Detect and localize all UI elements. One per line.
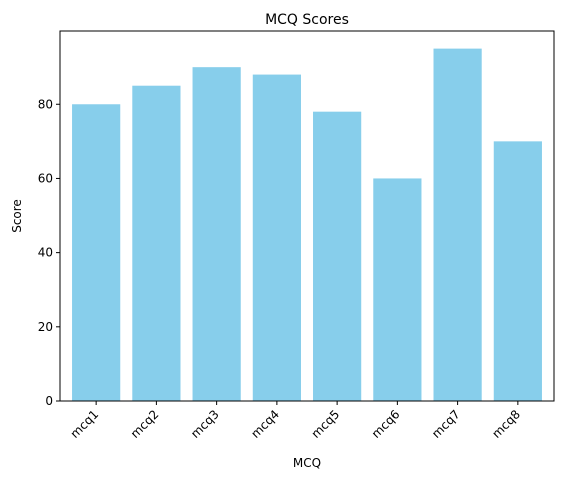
bar-mcq8 xyxy=(493,141,542,401)
y-tick-label: 60 xyxy=(38,171,53,185)
bar-mcq3 xyxy=(192,67,241,402)
bar-mcq1 xyxy=(72,104,121,401)
bar-mcq5 xyxy=(313,111,362,402)
axes-frame xyxy=(59,30,555,402)
x-tick-label-mcq1: mcq1 xyxy=(68,407,102,441)
x-tick-label-mcq2: mcq2 xyxy=(128,407,162,441)
bar-mcq6 xyxy=(373,178,422,401)
y-tick-label: 80 xyxy=(38,97,53,111)
bar-mcq7 xyxy=(433,48,482,402)
x-tick-label-mcq6: mcq6 xyxy=(369,407,403,441)
x-tick-label-mcq3: mcq3 xyxy=(188,407,222,441)
y-axis-ticks: 0 20 40 60 80 xyxy=(38,97,60,408)
y-axis-label: Score xyxy=(10,199,24,233)
x-tick-label-mcq4: mcq4 xyxy=(248,407,282,441)
x-axis-label: MCQ xyxy=(293,456,321,470)
y-tick-label: 40 xyxy=(38,246,53,260)
x-tick-label-mcq8: mcq8 xyxy=(489,407,523,441)
y-tick-label: 0 xyxy=(45,394,53,408)
bar-mcq4 xyxy=(252,74,301,401)
y-tick-label: 20 xyxy=(38,320,53,334)
bar-mcq2 xyxy=(132,85,181,402)
x-tick-label-mcq5: mcq5 xyxy=(309,407,343,441)
bars-group xyxy=(72,48,542,402)
chart-title: MCQ Scores xyxy=(265,12,349,28)
x-axis-ticks: mcq1 mcq2 mcq3 mcq4 mcq5 mcq6 mcq7 mcq8 xyxy=(68,401,523,441)
x-tick-label-mcq7: mcq7 xyxy=(429,407,463,441)
